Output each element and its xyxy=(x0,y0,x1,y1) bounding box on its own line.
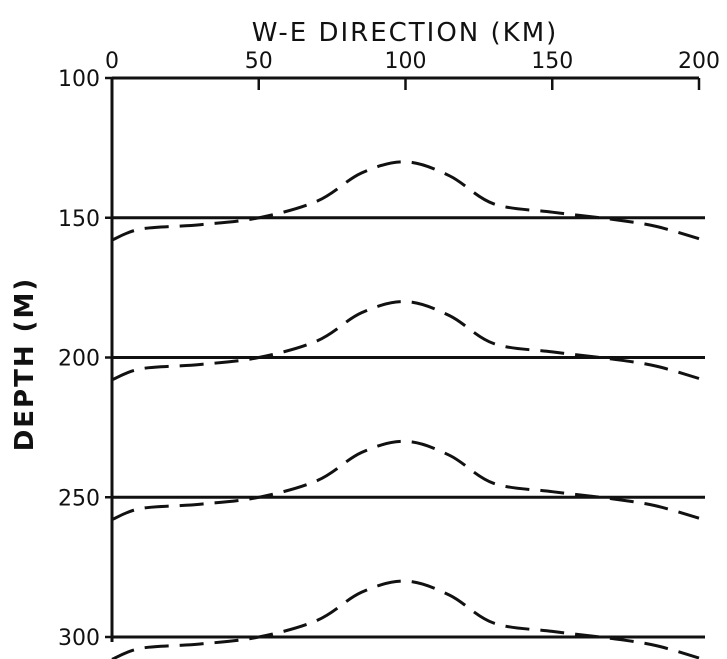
dashed-perturbation-curve xyxy=(111,439,700,521)
series-group xyxy=(111,160,705,659)
y-tick-label: 100 xyxy=(58,67,100,92)
dashed-perturbation-curve xyxy=(111,300,700,382)
ticks: 0 50 100 150 200 100 150 200 250 300 xyxy=(58,49,720,651)
x-tick-label: 50 xyxy=(245,49,273,74)
x-tick-label: 0 xyxy=(105,49,119,74)
dashed-perturbation-curve xyxy=(111,160,700,242)
x-tick-label: 100 xyxy=(385,49,427,74)
x-tick-label: 200 xyxy=(678,49,720,74)
y-axis-title: DEPTH (M) xyxy=(10,277,40,452)
dashed-perturbation-curve xyxy=(111,579,700,659)
y-tick-label: 250 xyxy=(58,486,100,511)
x-tick-label: 150 xyxy=(531,49,573,74)
y-tick-label: 200 xyxy=(58,347,100,372)
y-tick-label: 300 xyxy=(58,626,100,651)
x-axis-title: W-E DIRECTION (KM) xyxy=(252,18,559,48)
y-tick-label: 150 xyxy=(58,207,100,232)
